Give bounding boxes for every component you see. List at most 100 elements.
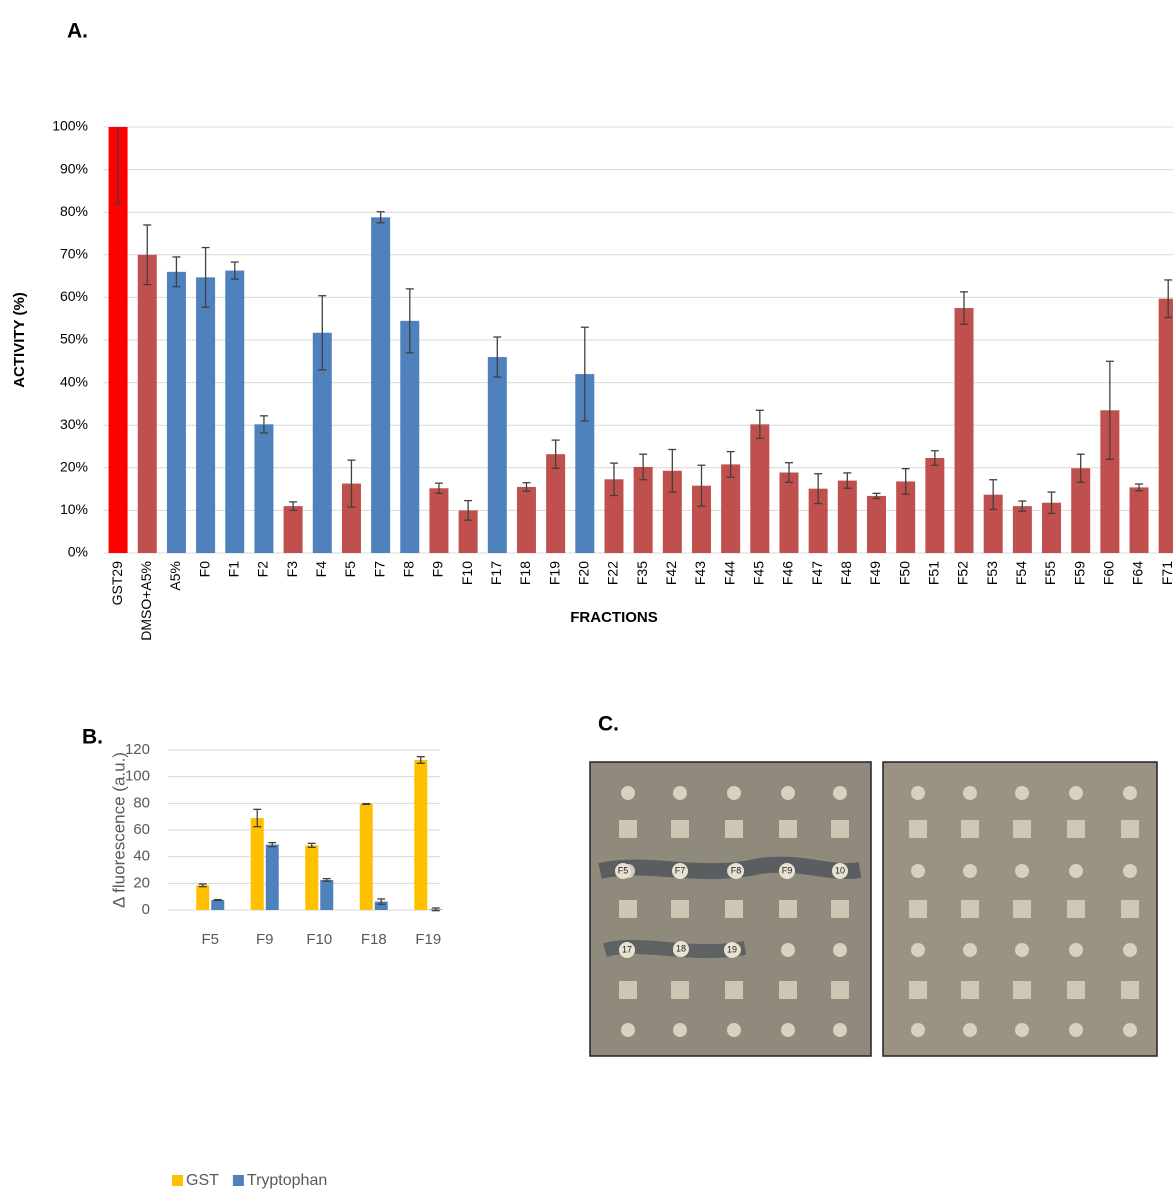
- y-axis-label: Δ fluorescence (a.u.): [109, 752, 128, 908]
- bar: [414, 760, 428, 910]
- spot: [1067, 981, 1085, 999]
- spot-label-bg: [615, 863, 631, 879]
- spot: [671, 981, 689, 999]
- x-tick-label: F48: [838, 561, 854, 585]
- spot: [1015, 943, 1029, 957]
- y-tick-label: 70%: [60, 246, 88, 262]
- spot: [911, 786, 925, 800]
- x-tick-label: F59: [1071, 561, 1087, 585]
- error-bar: [989, 479, 998, 511]
- y-tick-label: 30%: [60, 416, 88, 432]
- y-tick-label: 60%: [60, 288, 88, 304]
- spot: [831, 900, 849, 918]
- x-tick-label: F45: [751, 561, 767, 585]
- spot-label: 19: [727, 944, 737, 954]
- x-tick-label: DMSO+A5%: [138, 561, 154, 641]
- error-bar: [960, 291, 969, 325]
- spot-label: F5: [618, 865, 629, 875]
- x-tick-label: F71: [1159, 561, 1173, 585]
- spot: [831, 981, 849, 999]
- bar: [400, 320, 420, 553]
- error-bar: [431, 907, 440, 912]
- spot: [909, 900, 927, 918]
- bar: [808, 488, 828, 553]
- x-tick-label: F3: [284, 561, 300, 578]
- bar: [196, 277, 216, 553]
- spot: [833, 786, 847, 800]
- spot: [725, 981, 743, 999]
- bar: [721, 464, 741, 553]
- spot: [1069, 1023, 1083, 1037]
- panel-label: A.: [67, 20, 88, 43]
- x-tick-label: F44: [721, 561, 737, 585]
- x-axis-label: FRACTIONS: [570, 609, 658, 626]
- error-bar: [268, 842, 277, 848]
- spot: [963, 1023, 977, 1037]
- bar: [211, 900, 225, 910]
- error-bar: [1047, 491, 1056, 515]
- spot: [911, 864, 925, 878]
- spot: [671, 900, 689, 918]
- spot: [1123, 1023, 1137, 1037]
- error-bar: [464, 499, 473, 521]
- error-bar: [1105, 360, 1114, 460]
- error-bar: [784, 462, 793, 483]
- bar: [575, 374, 595, 553]
- x-tick-label: F7: [371, 561, 387, 578]
- error-bar: [493, 336, 502, 378]
- spot-label-bg: [728, 863, 744, 879]
- y-tick-label: 80: [133, 794, 150, 811]
- spot-label: F8: [731, 865, 742, 875]
- bar: [1100, 410, 1120, 553]
- y-tick-label: 10%: [60, 501, 88, 517]
- spot: [673, 1023, 687, 1037]
- error-bar: [405, 288, 414, 354]
- error-bar: [814, 473, 823, 505]
- x-tick-label: F1: [225, 561, 241, 578]
- spot: [1067, 820, 1085, 838]
- spot: [1069, 864, 1083, 878]
- bar: [779, 472, 799, 553]
- spot: [781, 786, 795, 800]
- error-bar: [872, 492, 881, 500]
- bar: [1071, 468, 1091, 553]
- x-tick-label: F47: [809, 561, 825, 585]
- bar: [374, 901, 388, 910]
- x-tick-label: A5%: [167, 561, 183, 591]
- bar: [320, 880, 334, 910]
- error-bar: [289, 501, 298, 512]
- x-tick-label: F43: [692, 561, 708, 585]
- x-tick-label: F18: [517, 561, 533, 585]
- y-tick-label: 60: [133, 821, 150, 838]
- spot: [1069, 786, 1083, 800]
- spot: [1067, 900, 1085, 918]
- spot-label-bg: [672, 863, 688, 879]
- x-tick-label: F0: [196, 561, 212, 578]
- spot: [1015, 786, 1029, 800]
- spot: [911, 943, 925, 957]
- spot: [1013, 900, 1031, 918]
- error-bar: [930, 450, 939, 466]
- error-bar: [1164, 279, 1173, 319]
- x-tick-label: F17: [488, 561, 504, 585]
- x-tick-label: F18: [361, 931, 387, 948]
- bar: [516, 486, 536, 553]
- y-tick-label: 40: [133, 848, 150, 865]
- error-bar: [639, 453, 648, 481]
- x-tick-label: F4: [313, 561, 329, 578]
- legend-swatch: [172, 1175, 183, 1186]
- error-bar: [114, 127, 123, 205]
- y-tick-label: 100: [125, 768, 150, 785]
- panel-label: B.: [82, 726, 103, 749]
- spot: [963, 786, 977, 800]
- spot: [1013, 981, 1031, 999]
- bar: [604, 479, 624, 553]
- x-tick-label: F19: [415, 931, 441, 948]
- bar: [925, 458, 945, 553]
- error-bar: [143, 224, 152, 286]
- bar: [1158, 298, 1173, 553]
- spot: [909, 981, 927, 999]
- y-tick-label: 100%: [52, 118, 88, 134]
- x-tick-label: F10: [306, 931, 332, 948]
- error-bar: [347, 459, 356, 508]
